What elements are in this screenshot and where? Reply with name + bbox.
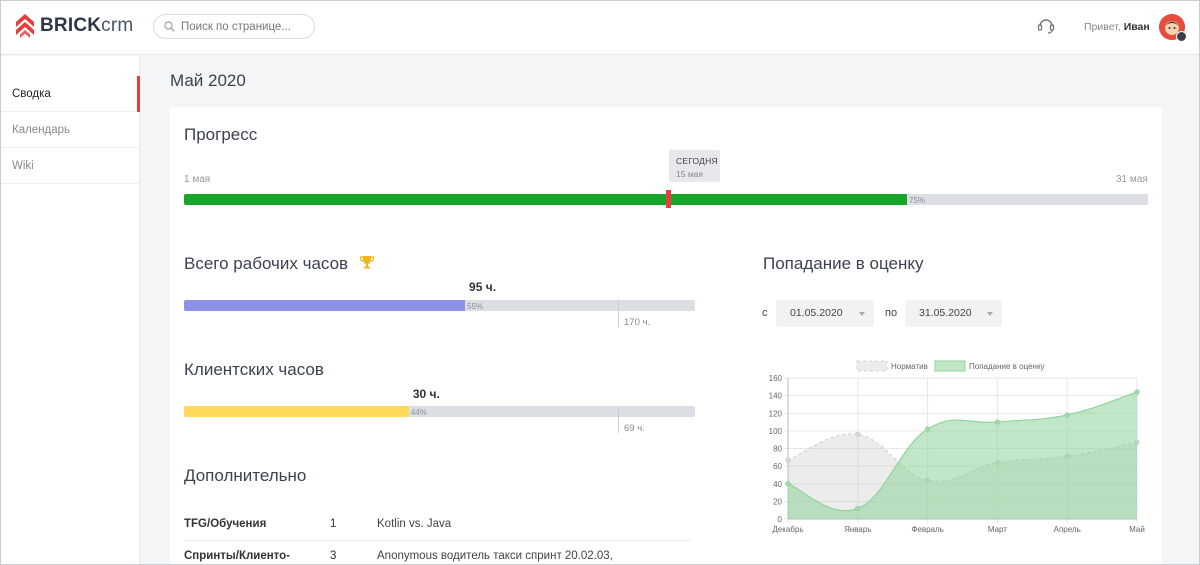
- search-icon: [164, 21, 175, 32]
- support-icon[interactable]: [1036, 16, 1056, 41]
- work-hours-title: Всего рабочих часов: [184, 254, 349, 273]
- logo-text: BRICKcrm: [40, 15, 134, 36]
- chart-y-tick-label: 0: [778, 515, 783, 524]
- user-greeting: Привет, Иван: [1084, 21, 1150, 33]
- progress-title: Прогресс: [184, 125, 258, 144]
- chart-y-tick-label: 80: [773, 445, 782, 454]
- top-bar: BRICKcrm Привет, Иван: [0, 0, 1200, 55]
- sidebar-item-calendar[interactable]: Календарь: [0, 112, 139, 148]
- chart-x-tick-label: Апрель: [1054, 525, 1081, 534]
- date-from-value: 01.05.2020: [790, 307, 843, 319]
- brick-logo-icon: [16, 14, 34, 38]
- chart-legend-label: Попадание в оценку: [969, 362, 1045, 371]
- user-name: Иван: [1123, 21, 1150, 33]
- chart-y-tick-label: 60: [773, 462, 782, 471]
- chart-point: [924, 426, 931, 432]
- month-progress-fill: [184, 194, 907, 205]
- client-hours-value: 30 ч.: [412, 387, 440, 401]
- page-title: Май 2020: [170, 71, 246, 90]
- client-hours-target-tick: [618, 406, 619, 433]
- extra-title: Дополнительно: [184, 466, 307, 485]
- chart-point: [855, 431, 861, 438]
- work-hours-target-label: 170 ч.: [624, 317, 651, 328]
- chart-y-tick-label: 160: [769, 374, 783, 383]
- chart-y-tick-label: 40: [773, 480, 782, 489]
- chart-line-series-1: [787, 391, 1138, 512]
- work-hours-percent: 55%: [467, 302, 484, 311]
- search-box[interactable]: [153, 14, 315, 39]
- chart-y-tick-label: 120: [769, 409, 783, 418]
- date-to-value: 31.05.2020: [919, 307, 972, 319]
- chart-y-tick-label: 100: [769, 427, 783, 436]
- extra-row-name: TFG/Обучения: [184, 508, 330, 541]
- chart-x-tick-label: Январь: [844, 525, 871, 534]
- chart-point: [785, 481, 791, 487]
- extra-row-desc: Anonymous водитель такси спринт 20.02.03…: [377, 540, 692, 565]
- chart-x-tick-label: Февраль: [911, 525, 944, 534]
- extra-row-count: 3: [330, 540, 377, 565]
- sidebar: Сводка Календарь Wiki: [0, 56, 140, 565]
- extra-row-name: Спринты/Клиенто-: [184, 540, 330, 565]
- chart-legend-swatch: [934, 360, 966, 372]
- chart-point: [855, 505, 861, 512]
- chart-point: [785, 457, 791, 463]
- chart-x-tick-label: Март: [988, 525, 1007, 534]
- work-hours-bar: 55%: [184, 300, 695, 311]
- estimate-chart: 0 20 40 60 80 100 120 140 160 Декабрь Январь Феврал…: [769, 360, 1145, 534]
- chart-point: [1064, 412, 1070, 418]
- chart-legend-label: Норматив: [891, 362, 928, 371]
- search-input[interactable]: [181, 20, 311, 33]
- date-from-select[interactable]: 01.05.2020: [776, 300, 874, 327]
- chart-x-tick-label: Май: [1129, 525, 1145, 534]
- chart-point: [1134, 389, 1140, 395]
- estimate-title: Попадание в оценку: [763, 254, 924, 273]
- client-hours-target-label: 69 ч.: [624, 423, 645, 434]
- extra-row-desc: Kotlin vs. Java: [377, 508, 692, 541]
- chart-y-tick-label: 20: [773, 497, 782, 506]
- extra-row-count: 1: [330, 508, 377, 541]
- today-tooltip: СЕГОДНЯ 15 мая: [669, 150, 720, 182]
- avatar-menu-icon[interactable]: [1176, 31, 1187, 42]
- sidebar-item-wiki[interactable]: Wiki: [0, 148, 139, 184]
- logo[interactable]: BRICKcrm: [16, 14, 133, 38]
- chart-legend-swatch: [856, 360, 888, 372]
- today-marker: [666, 190, 671, 208]
- client-hours-bar: 44%: [184, 406, 695, 417]
- client-hours-title: Клиентских часов: [184, 360, 324, 379]
- sidebar-item-summary[interactable]: Сводка: [0, 76, 140, 112]
- today-tooltip-date: 15 мая: [676, 169, 703, 179]
- chart-y-tick-label: 140: [769, 392, 783, 401]
- date-to-select[interactable]: 31.05.2020: [905, 300, 1002, 327]
- trophy-icon: [359, 256, 375, 269]
- date-to-label: по: [885, 307, 898, 319]
- client-hours-fill: [184, 406, 409, 417]
- today-tooltip-title: СЕГОДНЯ: [676, 156, 718, 166]
- month-progress-percent: 75%: [909, 196, 926, 205]
- chevron-down-icon: [987, 312, 993, 316]
- chevron-down-icon: [859, 312, 865, 316]
- progress-start-label: 1 мая: [184, 174, 211, 185]
- progress-end-label: 31 мая: [1116, 174, 1148, 185]
- work-hours-value: 95 ч.: [469, 280, 497, 294]
- table-row[interactable]: TFG/Обучения 1 Kotlin vs. Java: [184, 508, 692, 541]
- chart-x-tick-label: Декабрь: [772, 525, 803, 534]
- work-hours-target-tick: [618, 300, 619, 327]
- client-hours-percent: 44%: [410, 408, 427, 417]
- extra-table: TFG/Обучения 1 Kotlin vs. Java Спринты/К…: [184, 508, 692, 565]
- work-hours-fill: [184, 300, 466, 311]
- chart-point: [994, 419, 1001, 425]
- date-from-label: с: [762, 307, 768, 319]
- table-row[interactable]: Спринты/Клиенто- 3 Anonymous водитель та…: [184, 540, 692, 565]
- chart-area-series-1: [788, 392, 1137, 519]
